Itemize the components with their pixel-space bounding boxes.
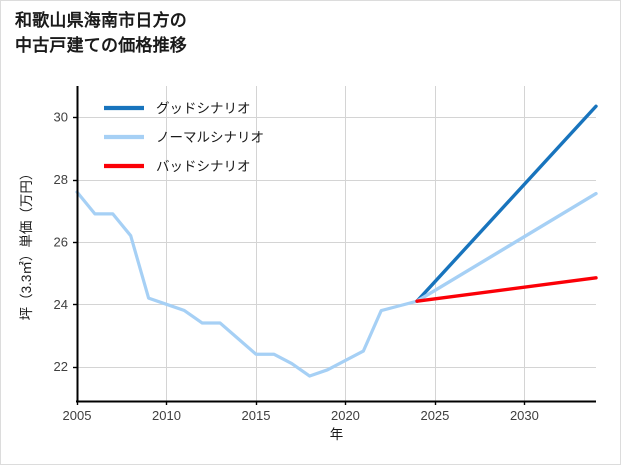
legend-label: グッドシナリオ bbox=[156, 101, 251, 116]
x-tick-label: 2015 bbox=[242, 408, 271, 423]
y-tick-label: 30 bbox=[54, 110, 68, 125]
y-tick-label: 26 bbox=[54, 234, 68, 249]
x-tick-label: 2010 bbox=[152, 408, 181, 423]
y-tick-label: 22 bbox=[54, 359, 68, 374]
legend-item-グッドシナリオ[interactable]: グッドシナリオ bbox=[104, 101, 251, 116]
series-lines bbox=[75, 104, 598, 378]
series-line-ノーマルシナリオ bbox=[415, 191, 598, 303]
legend-label: ノーマルシナリオ bbox=[156, 130, 264, 145]
series-line-グッドシナリオ bbox=[415, 104, 598, 303]
series-line-バッドシナリオ bbox=[415, 276, 598, 303]
x-axis-ticks: 2005 2010 2015 2020 2025 2030 bbox=[63, 401, 539, 423]
legend-item-ノーマルシナリオ[interactable]: ノーマルシナリオ bbox=[104, 130, 264, 145]
axis-titles: 年 坪（3.3㎡）単価（万円） bbox=[19, 167, 343, 442]
x-tick-label: 2030 bbox=[510, 408, 539, 423]
x-tick-label: 2025 bbox=[420, 408, 449, 423]
gridlines bbox=[77, 86, 596, 401]
series-line-実績 bbox=[75, 190, 419, 378]
x-axis-title: 年 bbox=[330, 427, 344, 442]
y-axis-ticks: 22 24 26 28 30 bbox=[54, 110, 77, 374]
legend-item-バッドシナリオ[interactable]: バッドシナリオ bbox=[104, 159, 251, 174]
y-tick-label: 28 bbox=[54, 172, 68, 187]
y-tick-label: 24 bbox=[54, 297, 68, 312]
legend-label: バッドシナリオ bbox=[156, 159, 251, 174]
x-tick-label: 2005 bbox=[63, 408, 92, 423]
axes bbox=[76, 86, 596, 403]
x-tick-label: 2020 bbox=[331, 408, 360, 423]
y-axis-title: 坪（3.3㎡）単価（万円） bbox=[19, 167, 34, 321]
page-title: 和歌山県海南市日方の 中古戸建ての価格推移 bbox=[15, 11, 187, 55]
